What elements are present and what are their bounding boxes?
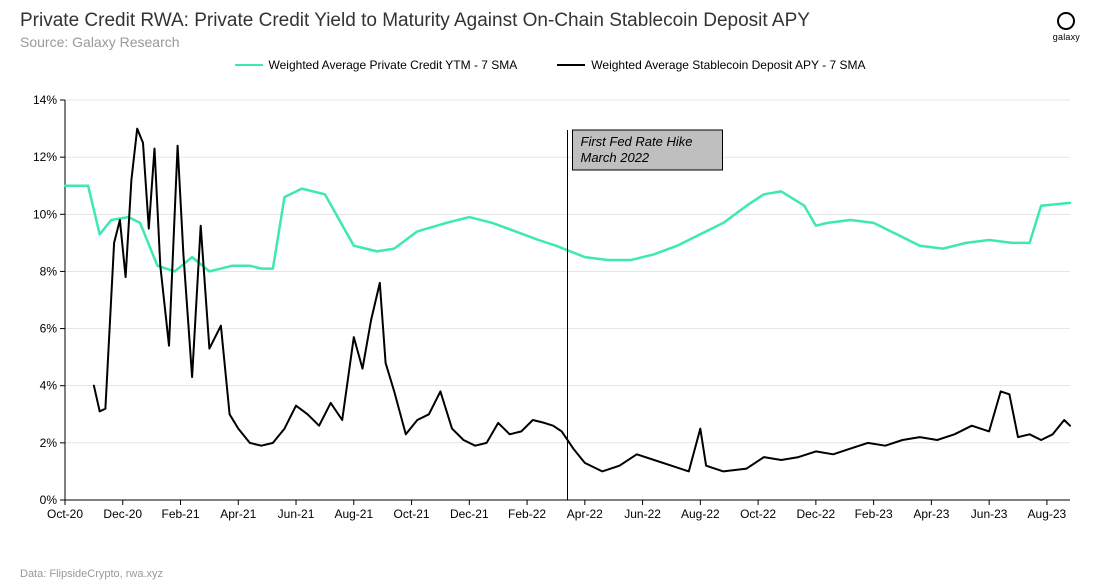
svg-text:Jun-21: Jun-21 xyxy=(278,507,315,521)
svg-text:Feb-21: Feb-21 xyxy=(162,507,200,521)
legend-swatch-a xyxy=(235,64,263,67)
svg-text:14%: 14% xyxy=(33,93,57,107)
chart-svg: 0% 2% 4% 6% 8% 10% 12% 14% Oct-20 Dec-20 Feb-21 Apr… xyxy=(20,90,1080,550)
galaxy-logo: galaxy xyxy=(1053,12,1080,42)
svg-text:Apr-23: Apr-23 xyxy=(913,507,949,521)
chart-legend: Weighted Average Private Credit YTM - 7 … xyxy=(0,58,1100,72)
svg-text:Aug-22: Aug-22 xyxy=(681,507,720,521)
svg-text:4%: 4% xyxy=(40,379,58,393)
svg-text:Oct-20: Oct-20 xyxy=(47,507,83,521)
chart-subtitle: Source: Galaxy Research xyxy=(20,34,1053,50)
svg-text:10%: 10% xyxy=(33,207,57,221)
svg-text:8%: 8% xyxy=(40,264,58,278)
galaxy-logo-icon xyxy=(1057,12,1075,30)
chart-title: Private Credit RWA: Private Credit Yield… xyxy=(20,10,1053,32)
svg-text:Jun-23: Jun-23 xyxy=(971,507,1008,521)
legend-label-b: Weighted Average Stablecoin Deposit APY … xyxy=(591,58,865,72)
legend-label-a: Weighted Average Private Credit YTM - 7 … xyxy=(269,58,518,72)
galaxy-logo-text: galaxy xyxy=(1053,32,1080,42)
svg-text:Apr-21: Apr-21 xyxy=(220,507,256,521)
svg-text:6%: 6% xyxy=(40,322,58,336)
chart-header: Private Credit RWA: Private Credit Yield… xyxy=(0,0,1100,50)
svg-text:Apr-22: Apr-22 xyxy=(567,507,603,521)
svg-text:Aug-21: Aug-21 xyxy=(334,507,373,521)
svg-text:Dec-20: Dec-20 xyxy=(103,507,142,521)
svg-text:Oct-21: Oct-21 xyxy=(394,507,430,521)
chart-footer: Data: FlipsideCrypto, rwa.xyz xyxy=(20,568,163,580)
svg-text:Feb-22: Feb-22 xyxy=(508,507,546,521)
svg-text:Jun-22: Jun-22 xyxy=(624,507,661,521)
svg-text:Aug-23: Aug-23 xyxy=(1028,507,1067,521)
svg-text:0%: 0% xyxy=(40,493,58,507)
title-block: Private Credit RWA: Private Credit Yield… xyxy=(20,10,1053,50)
chart-area: 0% 2% 4% 6% 8% 10% 12% 14% Oct-20 Dec-20 Feb-21 Apr… xyxy=(20,90,1080,550)
svg-text:Dec-22: Dec-22 xyxy=(797,507,836,521)
svg-text:March 2022: March 2022 xyxy=(581,150,650,165)
svg-text:Oct-22: Oct-22 xyxy=(740,507,776,521)
svg-text:2%: 2% xyxy=(40,436,58,450)
svg-text:Dec-21: Dec-21 xyxy=(450,507,489,521)
legend-item-private-credit: Weighted Average Private Credit YTM - 7 … xyxy=(235,58,518,72)
svg-text:12%: 12% xyxy=(33,150,57,164)
svg-text:First Fed Rate Hike: First Fed Rate Hike xyxy=(581,134,693,149)
legend-swatch-b xyxy=(557,64,585,67)
svg-text:Feb-23: Feb-23 xyxy=(855,507,893,521)
legend-item-stablecoin: Weighted Average Stablecoin Deposit APY … xyxy=(557,58,865,72)
